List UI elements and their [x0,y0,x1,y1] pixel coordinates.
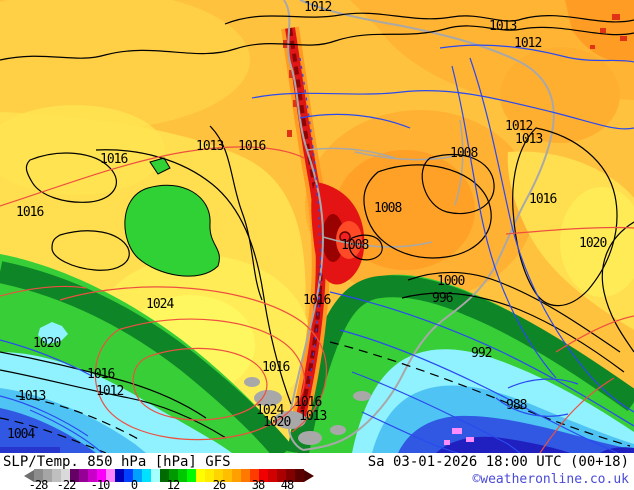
scale-segment [214,469,223,482]
scale-segment [97,469,106,482]
scale-segment [142,469,151,482]
scale-segment [205,469,214,482]
isobars-blue [0,44,634,453]
scale-segment [268,469,277,482]
scale-arrow-right-icon [304,469,314,482]
scale-segment [115,469,124,482]
weather-map-svg [0,0,634,453]
country-borders [306,119,464,248]
isotherms-red [0,146,634,453]
scale-segment [196,469,205,482]
map-title: SLP/Temp. 850 hPa [hPa] GFS [3,454,231,470]
scale-segment [259,469,268,482]
map-area: 1012 1013 1012 1013 1016 1016 1016 1012 1013 1008… [0,0,634,453]
color-scale-bar [34,469,304,482]
cold-pink-spots [444,428,474,445]
scale-tick-label: -10 [90,478,111,490]
scale-segment [169,469,178,482]
footer: SLP/Temp. 850 hPa [hPa] GFS Sa 03-01-202… [0,453,634,490]
scale-tick-label: 26 [212,478,226,490]
scale-segment [223,469,232,482]
scale-segment [52,469,61,482]
valid-datetime: Sa 03-01-2026 18:00 UTC (00+18) [367,454,629,470]
hot-spots-topright [590,14,627,49]
scale-tick-label: 38 [251,478,265,490]
scale-segment [43,469,52,482]
scale-segment [160,469,169,482]
scale-segment [106,469,115,482]
scale-segment [277,469,286,482]
scale-tick-label: -28 [28,478,49,490]
scale-segment [187,469,196,482]
scale-segment [178,469,187,482]
scale-segment [295,469,304,482]
scale-segment [70,469,79,482]
scale-segment [232,469,241,482]
isobars-black [0,12,634,439]
color-scale-ticks: -28 -22 -10 0 12 26 38 48 [0,478,340,490]
scale-segment [250,469,259,482]
patagonia-coast-blobs [244,377,371,445]
color-scale [24,469,314,482]
scale-tick-label: 48 [280,478,294,490]
scale-segment [133,469,142,482]
scale-segment [241,469,250,482]
copyright-link[interactable]: ©weatheronline.co.uk [472,472,629,487]
scale-segment [79,469,88,482]
scale-tick-label: 12 [166,478,180,490]
scale-segment [88,469,97,482]
scale-segment [124,469,133,482]
scale-tick-label: 0 [130,478,138,490]
scale-segment [61,469,70,482]
scale-segment [34,469,43,482]
scale-segment [286,469,295,482]
scale-segment [151,469,160,482]
isobars-black-dashed [0,341,631,453]
scale-arrow-left-icon [24,469,34,482]
scale-tick-label: -22 [56,478,77,490]
